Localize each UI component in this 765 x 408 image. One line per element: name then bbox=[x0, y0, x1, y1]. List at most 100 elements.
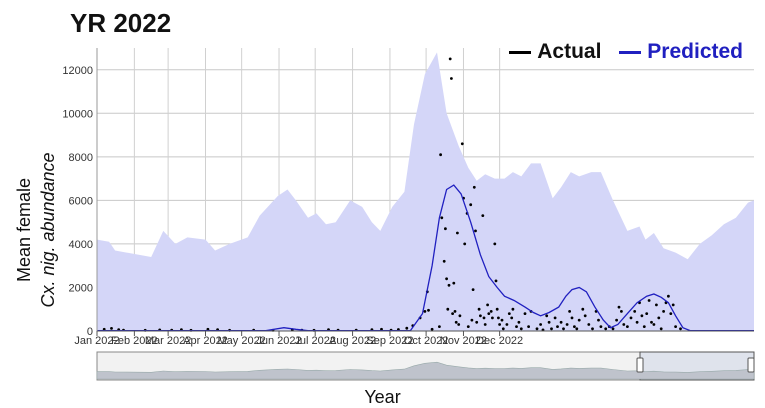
x-tick-label: Jun 2022 bbox=[256, 335, 301, 347]
actual-point bbox=[523, 312, 527, 315]
x-tick-label: Mar 2022 bbox=[145, 335, 191, 347]
y-axis-label: Mean female Cx. nig. abundance bbox=[14, 152, 58, 307]
predicted-band bbox=[97, 52, 754, 332]
actual-point bbox=[535, 327, 539, 331]
actual-point bbox=[405, 326, 409, 330]
actual-point bbox=[442, 259, 446, 263]
actual-point bbox=[599, 325, 603, 328]
x-tick-label: Apr 2022 bbox=[183, 335, 228, 347]
predicted-line bbox=[97, 184, 754, 332]
y-axis-label-line1: Mean female bbox=[14, 178, 34, 282]
actual-point bbox=[565, 323, 569, 326]
actual-point bbox=[445, 277, 448, 281]
axes bbox=[96, 48, 754, 336]
actual-series bbox=[102, 57, 682, 332]
actual-point bbox=[515, 325, 518, 328]
range-navigator[interactable] bbox=[96, 351, 755, 381]
actual-point bbox=[452, 281, 456, 285]
actual-point bbox=[493, 242, 497, 246]
actual-point bbox=[454, 320, 458, 324]
actual-point bbox=[597, 318, 600, 322]
actual-point bbox=[486, 303, 489, 307]
actual-point bbox=[527, 325, 530, 328]
actual-point bbox=[679, 327, 682, 331]
actual-point bbox=[511, 307, 515, 311]
actual-point bbox=[470, 318, 474, 322]
navigator-handle-left[interactable] bbox=[636, 357, 644, 373]
actual-point bbox=[456, 231, 459, 235]
actual-point bbox=[591, 327, 594, 331]
actual-point bbox=[469, 203, 473, 207]
actual-point bbox=[556, 325, 559, 328]
actual-point bbox=[635, 320, 639, 324]
actual-point bbox=[440, 216, 444, 220]
y-tick-label: 12000 bbox=[62, 65, 93, 77]
actual-point bbox=[568, 310, 571, 313]
actual-point bbox=[430, 327, 434, 331]
actual-point bbox=[604, 327, 608, 331]
predicted-series bbox=[97, 184, 754, 332]
legend-predicted-swatch bbox=[619, 50, 642, 54]
y-tick-label: 8000 bbox=[69, 152, 93, 164]
actual-point bbox=[573, 325, 576, 328]
actual-point bbox=[550, 327, 553, 331]
actual-point bbox=[655, 303, 658, 307]
actual-point bbox=[626, 325, 629, 328]
actual-point bbox=[446, 307, 450, 311]
actual-point bbox=[460, 142, 464, 146]
x-tick-label: Sep 2022 bbox=[366, 335, 413, 347]
x-axis-label: Year bbox=[364, 387, 401, 407]
x-tick-label: Jan 2022 bbox=[74, 335, 119, 347]
actual-point bbox=[501, 327, 505, 331]
actual-point bbox=[479, 314, 482, 318]
legend-predicted-label: Predicted bbox=[647, 40, 743, 63]
actual-point bbox=[587, 323, 591, 326]
actual-point bbox=[497, 316, 500, 320]
actual-point bbox=[489, 310, 493, 313]
actual-point bbox=[463, 242, 467, 246]
actual-point bbox=[507, 312, 511, 315]
actual-point bbox=[457, 323, 461, 326]
actual-point bbox=[481, 214, 485, 218]
actual-point bbox=[427, 308, 430, 312]
actual-point bbox=[458, 314, 462, 318]
actual-point bbox=[617, 305, 621, 309]
predicted-band-area bbox=[97, 52, 754, 332]
legend-actual: Actual bbox=[509, 40, 601, 64]
x-tick-label: Oct 2022 bbox=[404, 335, 449, 347]
actual-point bbox=[500, 318, 504, 322]
x-tick-label: Aug 2022 bbox=[329, 335, 376, 347]
navigator-handle-right[interactable] bbox=[747, 357, 755, 373]
actual-point bbox=[487, 312, 491, 315]
actual-point bbox=[483, 323, 487, 326]
actual-point bbox=[498, 323, 501, 326]
actual-point bbox=[439, 153, 442, 157]
actual-point bbox=[553, 316, 557, 320]
legend: Actual Predicted bbox=[497, 40, 743, 64]
actual-point bbox=[474, 229, 477, 233]
legend-actual-swatch bbox=[509, 50, 532, 54]
actual-point bbox=[547, 320, 551, 324]
actual-point bbox=[110, 327, 113, 330]
actual-point bbox=[611, 327, 615, 331]
actual-point bbox=[453, 310, 457, 313]
actual-point bbox=[539, 323, 542, 326]
actual-point bbox=[629, 316, 633, 320]
x-tick-label: Dec 2022 bbox=[476, 335, 523, 347]
actual-point bbox=[577, 318, 581, 322]
y-tick-label: 10000 bbox=[62, 108, 93, 120]
actual-point bbox=[615, 318, 618, 322]
actual-point bbox=[620, 310, 623, 313]
x-tick-label: Nov 2022 bbox=[440, 335, 487, 347]
actual-point bbox=[575, 327, 579, 331]
legend-actual-label: Actual bbox=[537, 40, 602, 63]
actual-point bbox=[491, 316, 494, 320]
legend-predicted: Predicted bbox=[619, 40, 743, 64]
y-tick-label: 0 bbox=[87, 326, 93, 338]
actual-point bbox=[466, 325, 470, 328]
actual-point bbox=[633, 310, 637, 313]
actual-point bbox=[482, 316, 486, 320]
actual-point bbox=[647, 299, 651, 302]
actual-point bbox=[472, 185, 476, 189]
actual-point bbox=[652, 323, 656, 326]
